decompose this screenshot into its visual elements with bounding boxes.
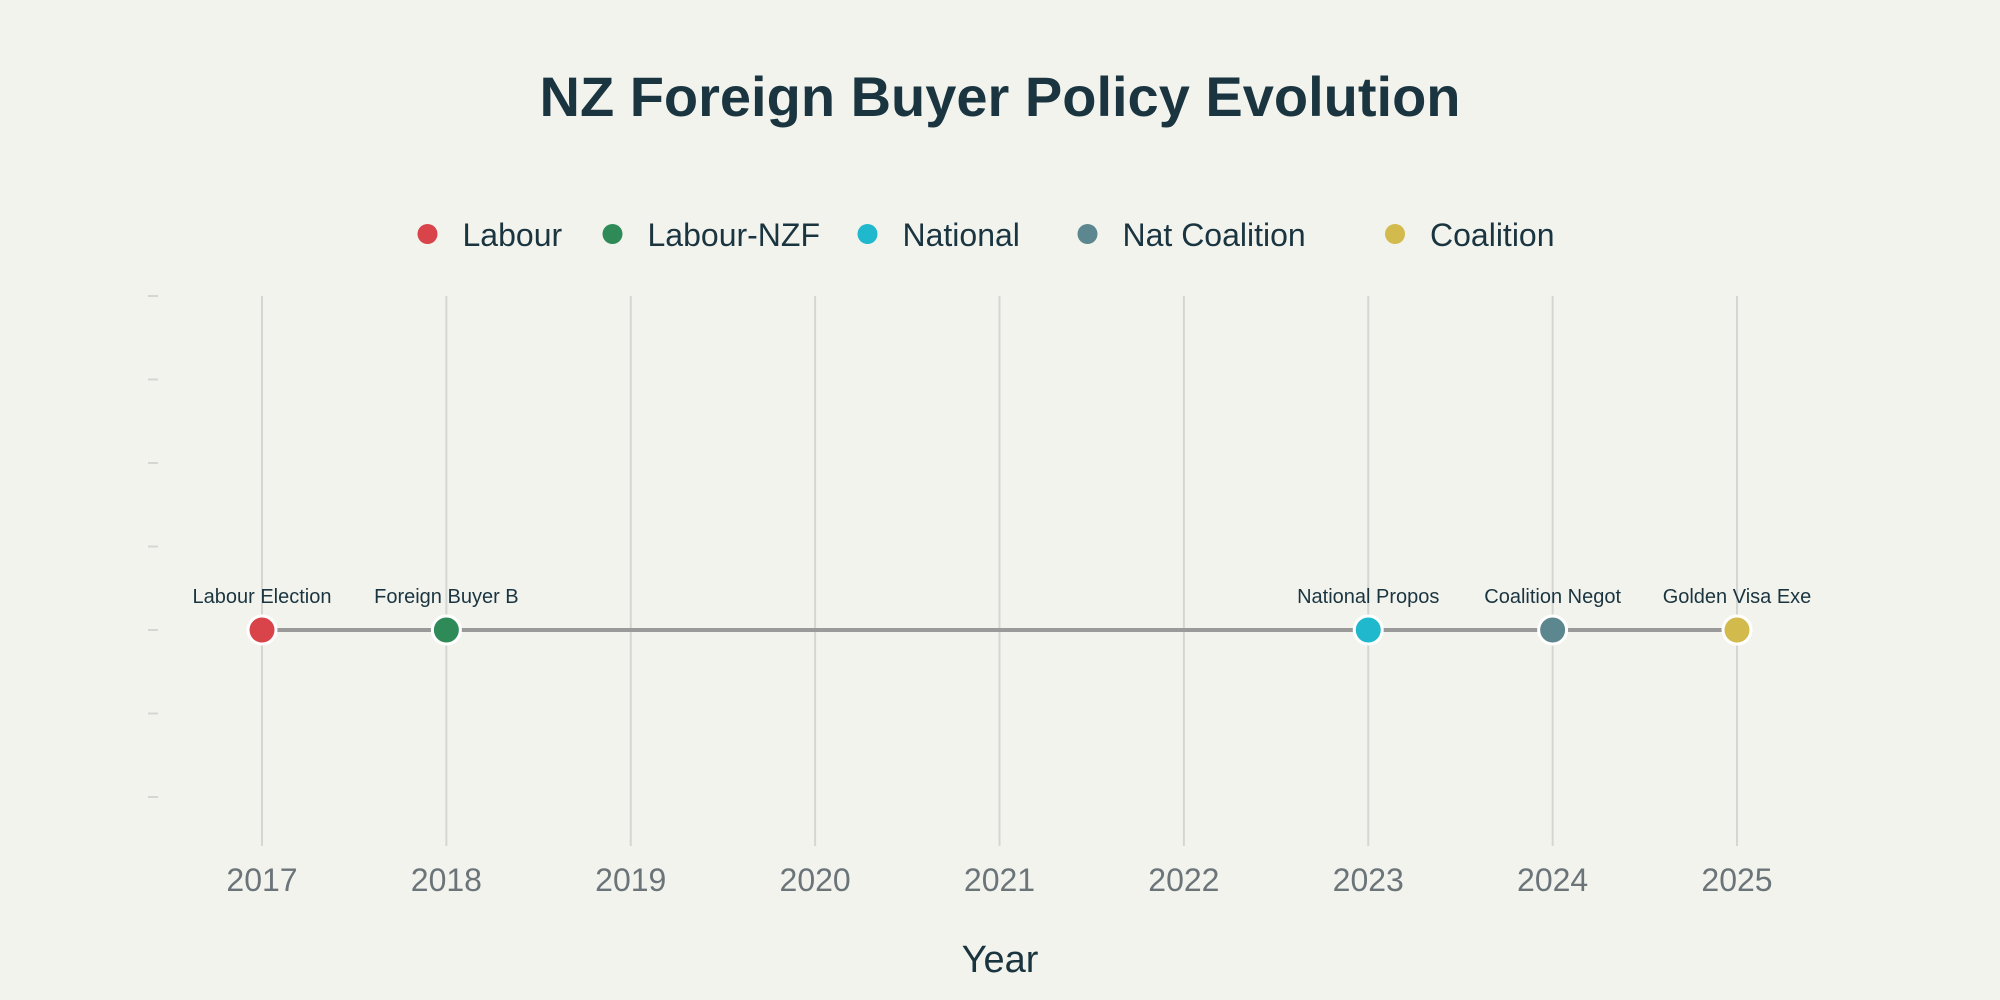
x-tick-label: 2021: [964, 862, 1035, 898]
chart-title: NZ Foreign Buyer Policy Evolution: [540, 65, 1461, 128]
legend-marker: [602, 224, 623, 244]
grid: [261, 296, 1738, 846]
legend-marker: [857, 224, 878, 244]
point-label: Golden Visa Exe: [1663, 586, 1812, 608]
x-axis-title: Year: [962, 939, 1039, 981]
point-labels: Labour Election Foreign Buyer B National P…: [193, 586, 1812, 608]
legend-label: National: [903, 217, 1020, 253]
y-axis-ticks: [148, 295, 158, 798]
legend-label: Labour-NZF: [648, 217, 821, 253]
data-point: [246, 614, 278, 646]
x-axis-tick-labels: 2017 2018 2019 2020 2021 2022 2023 2024 2025: [226, 862, 1772, 898]
legend-label: Coalition: [1430, 217, 1555, 253]
x-tick-label: 2024: [1517, 862, 1588, 898]
point-label: Coalition Negot: [1484, 586, 1621, 608]
data-points: [246, 614, 1753, 646]
legend: Labour Labour-NZF National Nat Coalition Coa…: [417, 217, 1555, 253]
point-label: Labour Election: [193, 586, 332, 608]
data-point: [1352, 614, 1384, 646]
x-tick-label: 2023: [1333, 862, 1404, 898]
data-point: [1537, 614, 1569, 646]
legend-marker: [1385, 224, 1405, 244]
legend-label: Nat Coalition: [1123, 217, 1306, 253]
point-label: National Propos: [1297, 586, 1439, 608]
x-tick-label: 2018: [411, 862, 482, 898]
data-point: [430, 614, 462, 646]
x-tick-label: 2017: [226, 862, 297, 898]
x-tick-label: 2022: [1148, 862, 1219, 898]
data-point: [1721, 614, 1753, 646]
x-tick-label: 2025: [1701, 862, 1772, 898]
point-label: Foreign Buyer B: [374, 586, 519, 608]
legend-label: Labour: [463, 217, 563, 253]
legend-marker: [417, 224, 438, 244]
x-tick-label: 2020: [780, 862, 851, 898]
x-tick-label: 2019: [595, 862, 666, 898]
legend-marker: [1077, 224, 1098, 244]
